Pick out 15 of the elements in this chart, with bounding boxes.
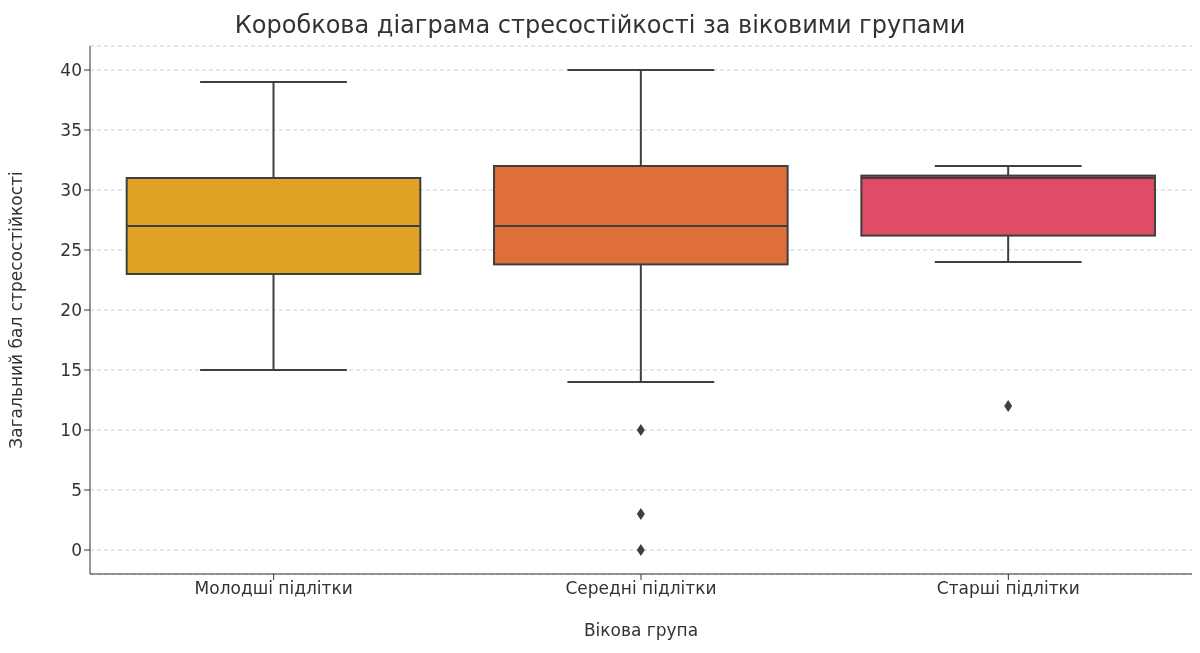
y-tick-label: 15 (60, 360, 82, 381)
y-tick-label: 35 (60, 120, 82, 141)
x-tick-label: Середні підлітки (565, 578, 717, 599)
x-tick-label: Старші підлітки (936, 578, 1080, 599)
chart-title: Коробкова діаграма стресостійкості за віковими групами (233, 10, 967, 41)
y-axis-title: Загальний бал стресостійкості (6, 171, 27, 449)
y-tick-label: 10 (60, 420, 82, 441)
x-axis-title: Вікова група (583, 620, 699, 640)
y-tick-label: 40 (60, 60, 82, 81)
y-tick-label: 25 (60, 240, 82, 261)
y-tick-label: 0 (71, 540, 82, 561)
y-tick-label: 20 (60, 300, 82, 321)
y-tick-label: 5 (71, 480, 82, 501)
y-tick-label: 30 (60, 180, 82, 201)
x-tick-label: Молодші підлітки (194, 578, 353, 599)
